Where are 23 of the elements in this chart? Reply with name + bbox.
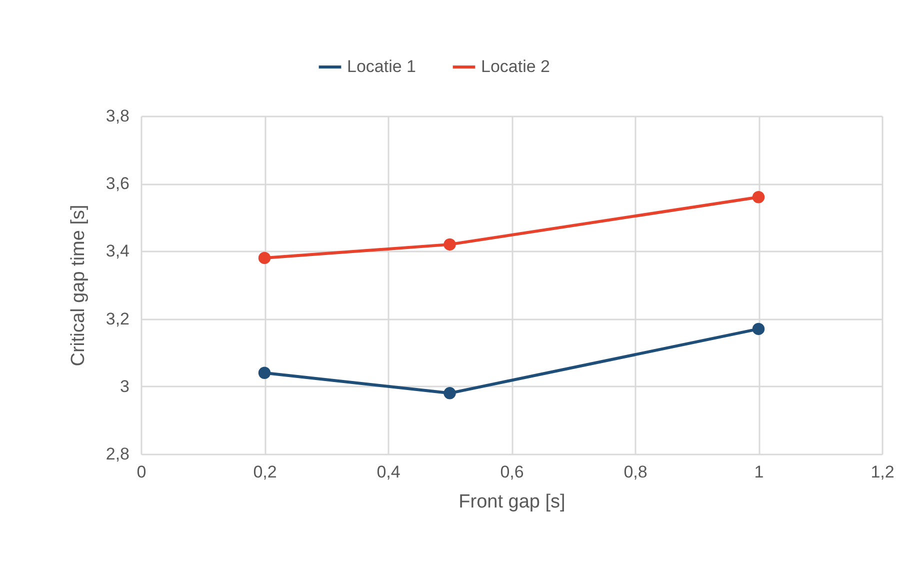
legend-label: Locatie 1	[347, 57, 416, 76]
x-tick-label: 0,6	[500, 462, 524, 482]
point	[752, 322, 765, 336]
x-axis-title: Front gap [s]	[458, 492, 566, 512]
y-tick-label: 3,6	[106, 174, 130, 194]
x-tick-label: 0,2	[253, 462, 277, 482]
y-axis-title: Critical gap time [s]	[68, 204, 89, 366]
x-tick-label: 0	[136, 462, 146, 482]
x-tick-label: 0,8	[624, 462, 648, 482]
x-tick-label: 0,4	[376, 462, 400, 482]
x-tick-label: 1	[754, 462, 764, 482]
point	[752, 191, 765, 204]
point	[444, 238, 456, 251]
x-tick-label: 1,2	[870, 462, 894, 482]
point	[444, 387, 456, 400]
y-tick-label: 3	[120, 376, 130, 396]
y-tick-label: 2,8	[106, 444, 130, 464]
point	[258, 252, 271, 264]
y-tick-label: 3,2	[106, 309, 130, 328]
y-tick-label: 3,8	[106, 106, 130, 126]
legend-label: Locatie 2	[481, 57, 550, 76]
point	[258, 366, 271, 379]
y-tick-label: 3,4	[106, 242, 130, 261]
